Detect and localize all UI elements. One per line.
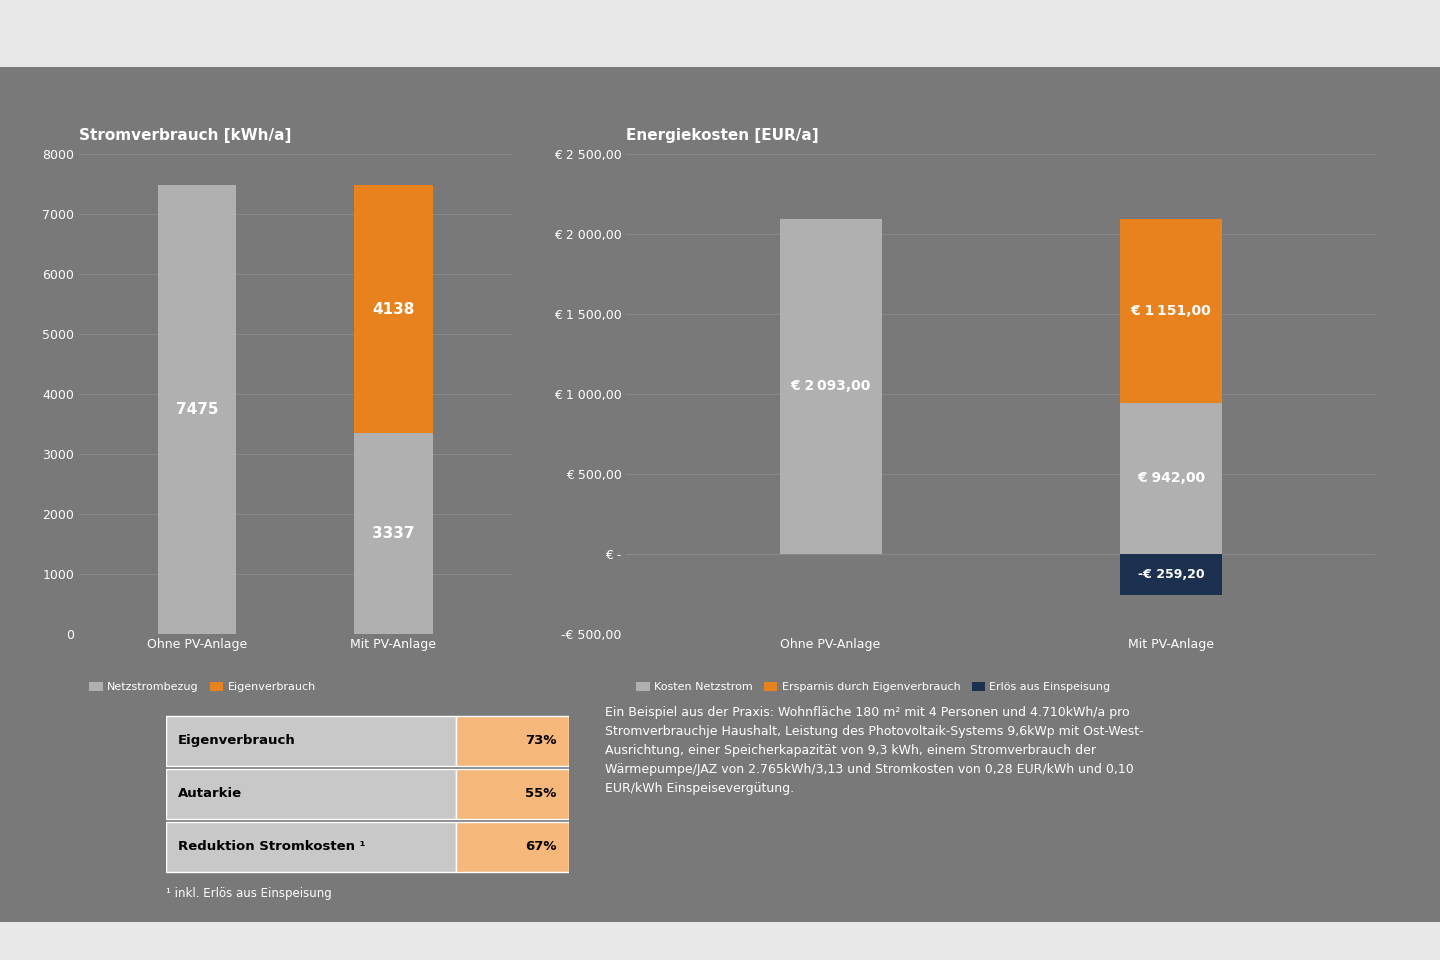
Text: Eigenverbrauch: Eigenverbrauch	[177, 734, 295, 747]
Text: 55%: 55%	[526, 787, 557, 801]
Text: 4138: 4138	[372, 301, 415, 317]
Bar	[1120, 219, 1223, 403]
Text: Ein Beispiel aus der Praxis: Wohnfläche 180 m² mit 4 Personen und 4.710kWh/a pro: Ein Beispiel aus der Praxis: Wohnfläche …	[605, 706, 1143, 795]
Text: € 2 093,00: € 2 093,00	[791, 379, 871, 394]
Text: 67%: 67%	[526, 841, 557, 853]
Bar	[456, 822, 569, 872]
Bar	[456, 769, 569, 819]
Legend: Netzstrombezug, Eigenverbrauch: Netzstrombezug, Eigenverbrauch	[85, 678, 320, 697]
Text: € 1 151,00: € 1 151,00	[1130, 303, 1211, 318]
Text: € 942,00: € 942,00	[1138, 471, 1205, 485]
Text: 73%: 73%	[526, 734, 557, 747]
Bar	[158, 185, 236, 634]
Text: Stromverbrauch [kWh/a]: Stromverbrauch [kWh/a]	[79, 128, 291, 143]
Text: Reduktion Stromkosten ¹: Reduktion Stromkosten ¹	[177, 841, 366, 853]
Bar	[354, 433, 432, 634]
Bar	[166, 822, 456, 872]
Bar	[166, 716, 456, 765]
Text: -€ 259,20: -€ 259,20	[1138, 567, 1204, 581]
Bar	[1120, 403, 1223, 554]
Bar	[456, 716, 569, 765]
Text: 3337: 3337	[372, 526, 415, 541]
Bar	[779, 219, 881, 554]
Text: ¹ inkl. Erlös aus Einspeisung: ¹ inkl. Erlös aus Einspeisung	[166, 887, 331, 900]
Bar	[1120, 554, 1223, 595]
Bar	[354, 185, 432, 433]
Text: Energiekosten [EUR/a]: Energiekosten [EUR/a]	[626, 128, 819, 143]
Text: 7475: 7475	[176, 402, 219, 417]
Bar	[166, 769, 456, 819]
Text: Autarkie: Autarkie	[177, 787, 242, 801]
Legend: Kosten Netzstrom, Ersparnis durch Eigenverbrauch, Erlös aus Einspeisung: Kosten Netzstrom, Ersparnis durch Eigenv…	[632, 678, 1115, 697]
